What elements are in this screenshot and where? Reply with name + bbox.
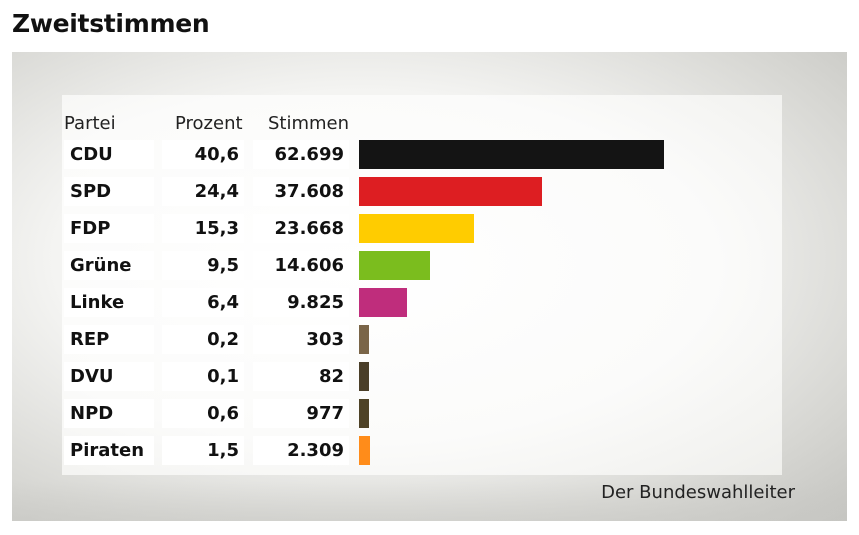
votes-value: 9.825 (253, 288, 349, 317)
percent-value: 6,4 (162, 288, 244, 317)
chart-title: Zweitstimmen (12, 9, 210, 38)
bar (359, 436, 370, 465)
bar (359, 214, 474, 243)
bar (359, 140, 664, 169)
percent-value: 9,5 (162, 251, 244, 280)
header-votes: Stimmen (268, 113, 350, 134)
percent-value: 1,5 (162, 436, 244, 465)
bar (359, 288, 407, 317)
party-label: Grüne (64, 251, 154, 280)
party-label: CDU (64, 140, 154, 169)
party-label: Linke (64, 288, 154, 317)
panel-footer-band (12, 481, 847, 521)
votes-value: 37.608 (253, 177, 349, 206)
header-percent: Prozent (175, 113, 243, 134)
source-credit: Der Bundeswahlleiter (601, 482, 795, 503)
bar (359, 325, 369, 354)
percent-value: 24,4 (162, 177, 244, 206)
percent-value: 40,6 (162, 140, 244, 169)
bar (359, 251, 430, 280)
votes-value: 977 (253, 399, 349, 428)
party-label: Piraten (64, 436, 154, 465)
party-label: SPD (64, 177, 154, 206)
votes-value: 2.309 (253, 436, 349, 465)
party-label: NPD (64, 399, 154, 428)
percent-value: 0,6 (162, 399, 244, 428)
party-label: DVU (64, 362, 154, 391)
header-party: Partei (64, 113, 116, 134)
party-label: REP (64, 325, 154, 354)
votes-value: 23.668 (253, 214, 349, 243)
bar (359, 177, 542, 206)
votes-value: 14.606 (253, 251, 349, 280)
percent-value: 15,3 (162, 214, 244, 243)
bar (359, 362, 369, 391)
percent-value: 0,1 (162, 362, 244, 391)
votes-value: 62.699 (253, 140, 349, 169)
party-label: FDP (64, 214, 154, 243)
votes-value: 82 (253, 362, 349, 391)
votes-value: 303 (253, 325, 349, 354)
percent-value: 0,2 (162, 325, 244, 354)
bar (359, 399, 369, 428)
